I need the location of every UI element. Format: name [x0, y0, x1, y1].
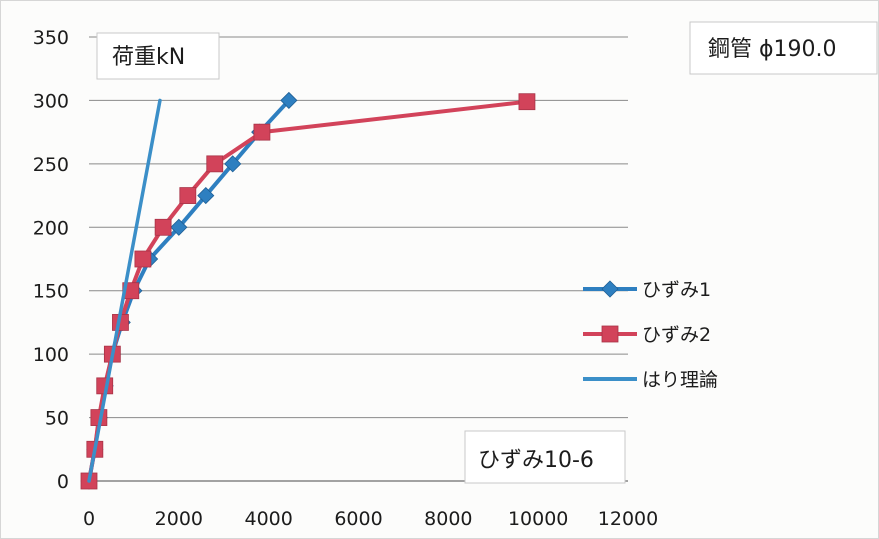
data-point-square: [134, 250, 152, 268]
y-tick-label: 0: [57, 471, 69, 493]
legend-item-3: はり理論: [583, 369, 718, 391]
y-title-box: 荷重kN: [96, 32, 220, 80]
x-tick-label: 6000: [334, 508, 382, 530]
x-tick-label: 8000: [424, 508, 472, 530]
annotation-box: 鋼管 ϕ190.0: [689, 21, 878, 75]
data-point-square: [206, 155, 224, 173]
x-tick-label: 0: [83, 508, 95, 530]
y-tick-label: 200: [33, 217, 69, 239]
legend-label: ひずみ2: [642, 324, 711, 346]
y-tick-label: 50: [45, 408, 69, 430]
y-tick-label: 150: [33, 281, 69, 303]
data-point-square: [601, 325, 619, 343]
x-title-box: ひずみ10-6: [464, 430, 626, 484]
legend-label: ひずみ1: [642, 279, 711, 301]
x-axis-title: ひずみ10-6: [478, 448, 594, 473]
data-point-diamond: [601, 280, 619, 298]
annotation-text: 鋼管 ϕ190.0: [708, 37, 837, 62]
y-axis-title: 荷重kN: [112, 45, 185, 70]
data-point-square: [518, 93, 536, 111]
legend-item-1: ひずみ1: [583, 279, 711, 301]
axis-layer: 0 50 100 150 200 250 300 350 0 2000 4000 6000 8000 10…: [33, 27, 658, 530]
y-tick-label: 250: [33, 154, 69, 176]
series-layer: [80, 91, 536, 490]
grid-layer: [89, 36, 628, 482]
y-tick-label: 300: [33, 90, 69, 112]
y-tick-label: 350: [33, 27, 69, 49]
x-tick-label: 12000: [598, 508, 658, 530]
legend-label: はり理論: [642, 369, 718, 391]
y-tick-label: 100: [33, 344, 69, 366]
data-point-diamond: [224, 155, 242, 173]
x-tick-label: 10000: [508, 508, 568, 530]
legend: ひずみ1 ひずみ2 はり理論: [583, 279, 718, 391]
data-point-square: [154, 218, 172, 236]
data-point-diamond: [170, 218, 188, 236]
data-point-diamond: [197, 187, 215, 205]
data-point-square: [253, 123, 271, 141]
data-point-diamond: [280, 91, 298, 109]
series-line: [87, 99, 529, 483]
x-tick-label: 4000: [244, 508, 292, 530]
data-point-square: [179, 187, 197, 204]
series-3: [87, 98, 162, 483]
x-tick-label: 2000: [155, 508, 203, 530]
series-line: [87, 98, 162, 483]
legend-item-2: ひずみ2: [583, 324, 711, 346]
